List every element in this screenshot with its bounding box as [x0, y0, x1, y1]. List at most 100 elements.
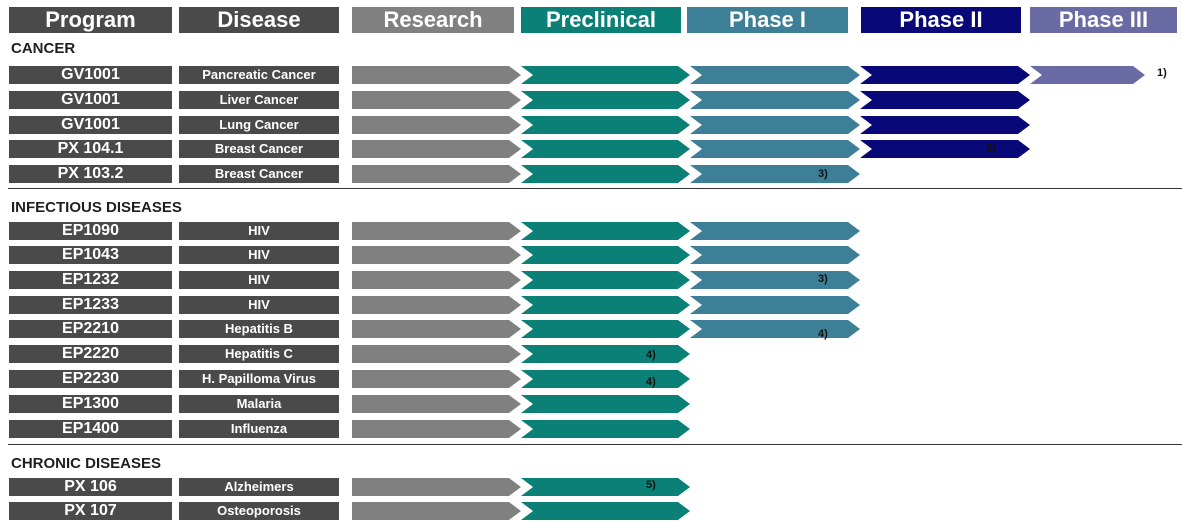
stage-arrow-phase1	[690, 116, 860, 134]
stage-arrow-research	[352, 66, 521, 84]
disease-cell: Liver Cancer	[179, 91, 339, 109]
header-phase-1: Phase I	[687, 7, 848, 33]
stage-arrow-preclinical	[521, 370, 690, 388]
stage-arrow-research	[352, 165, 521, 183]
program-cell: PX 106	[9, 478, 172, 496]
stage-arrow-research	[352, 478, 521, 496]
stage-arrow-preclinical	[521, 395, 690, 413]
stage-arrow-research	[352, 116, 521, 134]
stage-arrow-research	[352, 395, 521, 413]
disease-cell: Influenza	[179, 420, 339, 438]
disease-cell: Pancreatic Cancer	[179, 66, 339, 84]
header-phase-2: Phase II	[861, 7, 1021, 33]
stage-arrow-preclinical	[521, 296, 690, 314]
stage-arrow-preclinical	[521, 271, 690, 289]
program-cell: PX 103.2	[9, 165, 172, 183]
stage-arrow-phase1	[690, 271, 860, 289]
header-program: Program	[9, 7, 172, 33]
program-cell: EP1090	[9, 222, 172, 240]
footnote-marker: 5)	[646, 479, 656, 491]
stage-arrow-phase2	[860, 116, 1030, 134]
stage-arrow-phase2	[860, 66, 1030, 84]
section-divider	[8, 188, 1182, 189]
stage-arrow-research	[352, 420, 521, 438]
stage-arrow-preclinical	[521, 502, 690, 520]
stage-arrow-research	[352, 246, 521, 264]
disease-cell: Osteoporosis	[179, 502, 339, 520]
program-cell: EP2230	[9, 370, 172, 388]
stage-arrow-research	[352, 271, 521, 289]
program-cell: GV1001	[9, 91, 172, 109]
footnote-marker: 4)	[646, 376, 656, 388]
footnote-marker: 1)	[1157, 67, 1167, 79]
stage-arrow-research	[352, 296, 521, 314]
stage-arrow-preclinical	[521, 345, 690, 363]
stage-arrow-preclinical	[521, 478, 690, 496]
disease-cell: HIV	[179, 271, 339, 289]
footnote-marker: 3)	[818, 168, 828, 180]
section-title-infectious: INFECTIOUS DISEASES	[11, 199, 182, 216]
stage-arrow-preclinical	[521, 91, 690, 109]
program-cell: GV1001	[9, 66, 172, 84]
stage-arrow-preclinical	[521, 116, 690, 134]
stage-arrow-research	[352, 320, 521, 338]
disease-cell: HIV	[179, 246, 339, 264]
stage-arrow-phase2	[860, 140, 1030, 158]
disease-cell: Breast Cancer	[179, 165, 339, 183]
disease-cell: HIV	[179, 222, 339, 240]
disease-cell: HIV	[179, 296, 339, 314]
stage-arrow-preclinical	[521, 66, 690, 84]
header-preclinical: Preclinical	[521, 7, 681, 33]
disease-cell: Hepatitis B	[179, 320, 339, 338]
program-cell: EP2210	[9, 320, 172, 338]
stage-arrow-phase1	[690, 140, 860, 158]
stage-arrow-preclinical	[521, 165, 690, 183]
stage-arrow-preclinical	[521, 246, 690, 264]
stage-arrow-phase3	[1030, 66, 1145, 84]
footnote-marker: 3)	[818, 273, 828, 285]
stage-arrow-preclinical	[521, 420, 690, 438]
disease-cell: Malaria	[179, 395, 339, 413]
stage-arrow-research	[352, 370, 521, 388]
stage-arrow-phase1	[690, 320, 860, 338]
section-divider	[8, 444, 1182, 445]
disease-cell: Alzheimers	[179, 478, 339, 496]
header-research: Research	[352, 7, 514, 33]
stage-arrow-phase1	[690, 246, 860, 264]
disease-cell: Lung Cancer	[179, 116, 339, 134]
stage-arrow-phase1	[690, 165, 860, 183]
program-cell: EP1232	[9, 271, 172, 289]
program-cell: PX 104.1	[9, 140, 172, 158]
disease-cell: Hepatitis C	[179, 345, 339, 363]
program-cell: EP2220	[9, 345, 172, 363]
stage-arrow-research	[352, 502, 521, 520]
stage-arrow-preclinical	[521, 222, 690, 240]
stage-arrow-phase1	[690, 296, 860, 314]
stage-arrow-preclinical	[521, 140, 690, 158]
disease-cell: H. Papilloma Virus	[179, 370, 339, 388]
footnote-marker: 4)	[818, 328, 828, 340]
stage-arrow-phase1	[690, 91, 860, 109]
program-cell: EP1400	[9, 420, 172, 438]
program-cell: PX 107	[9, 502, 172, 520]
stage-arrow-research	[352, 222, 521, 240]
section-title-chronic: CHRONIC DISEASES	[11, 455, 162, 472]
disease-cell: Breast Cancer	[179, 140, 339, 158]
footnote-marker: 4)	[646, 349, 656, 361]
stage-arrow-phase2	[860, 91, 1030, 109]
header-phase-3: Phase III	[1030, 7, 1177, 33]
stage-arrow-research	[352, 345, 521, 363]
stage-arrow-preclinical	[521, 320, 690, 338]
stage-arrow-research	[352, 140, 521, 158]
program-cell: EP1233	[9, 296, 172, 314]
stage-arrow-phase1	[690, 66, 860, 84]
stage-arrow-phase1	[690, 222, 860, 240]
section-title-cancer: CANCER	[11, 40, 76, 57]
header-disease: Disease	[179, 7, 339, 33]
stage-arrow-research	[352, 91, 521, 109]
program-cell: EP1300	[9, 395, 172, 413]
program-cell: EP1043	[9, 246, 172, 264]
program-cell: GV1001	[9, 116, 172, 134]
